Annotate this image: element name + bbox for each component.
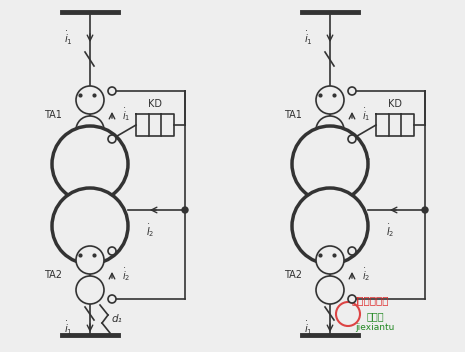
Circle shape <box>422 207 428 213</box>
Circle shape <box>316 276 344 304</box>
Text: $\dot{i}_2$: $\dot{i}_2$ <box>362 266 370 283</box>
Text: $\dot{I}_2$: $\dot{I}_2$ <box>146 222 154 239</box>
Circle shape <box>292 126 368 202</box>
Circle shape <box>348 135 356 143</box>
Circle shape <box>316 246 344 274</box>
Circle shape <box>52 126 128 202</box>
Text: TA2: TA2 <box>284 270 302 280</box>
Text: $\dot{i}_1$: $\dot{i}_1$ <box>64 30 73 46</box>
Circle shape <box>348 295 356 303</box>
Circle shape <box>76 276 104 304</box>
Text: d₂: d₂ <box>360 154 371 164</box>
Circle shape <box>108 295 116 303</box>
Circle shape <box>292 188 368 264</box>
Circle shape <box>108 247 116 255</box>
Text: TA1: TA1 <box>284 110 302 120</box>
Text: $\dot{i}_1$: $\dot{i}_1$ <box>304 320 312 337</box>
Circle shape <box>76 86 104 114</box>
Text: $\dot{i}_2$: $\dot{i}_2$ <box>122 266 130 283</box>
Circle shape <box>76 246 104 274</box>
Circle shape <box>76 116 104 144</box>
Text: TA2: TA2 <box>44 270 62 280</box>
Circle shape <box>316 116 344 144</box>
Circle shape <box>316 86 344 114</box>
Circle shape <box>348 87 356 95</box>
Text: KD: KD <box>148 99 162 109</box>
Text: $\dot{I}_2$: $\dot{I}_2$ <box>386 222 394 239</box>
Circle shape <box>348 247 356 255</box>
Circle shape <box>182 207 188 213</box>
Text: 电工技术之家: 电工技术之家 <box>351 295 389 305</box>
Text: $\dot{i}_1$: $\dot{i}_1$ <box>64 320 73 337</box>
Circle shape <box>108 135 116 143</box>
Text: jiexiantu: jiexiantu <box>355 323 395 333</box>
Text: TA1: TA1 <box>44 110 62 120</box>
Text: $\dot{i}_1$: $\dot{i}_1$ <box>122 107 130 124</box>
Circle shape <box>108 87 116 95</box>
Text: d₁: d₁ <box>112 314 123 324</box>
Circle shape <box>52 188 128 264</box>
Text: $\dot{i}_1$: $\dot{i}_1$ <box>362 107 371 124</box>
Text: 接线图: 接线图 <box>366 311 384 321</box>
Text: KD: KD <box>388 99 402 109</box>
Text: $\dot{i}_1$: $\dot{i}_1$ <box>304 30 312 46</box>
